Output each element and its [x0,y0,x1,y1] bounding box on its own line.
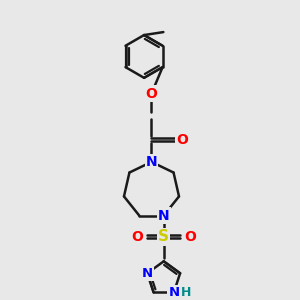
Text: N: N [158,208,170,223]
Text: O: O [146,87,158,100]
Text: N: N [146,155,157,169]
Text: N: N [146,155,157,169]
Text: H: H [181,286,191,299]
Text: N: N [142,267,153,280]
Text: O: O [131,230,143,244]
Text: N: N [168,286,179,299]
Text: S: S [158,230,169,244]
Text: O: O [176,133,188,147]
Text: O: O [184,230,196,244]
